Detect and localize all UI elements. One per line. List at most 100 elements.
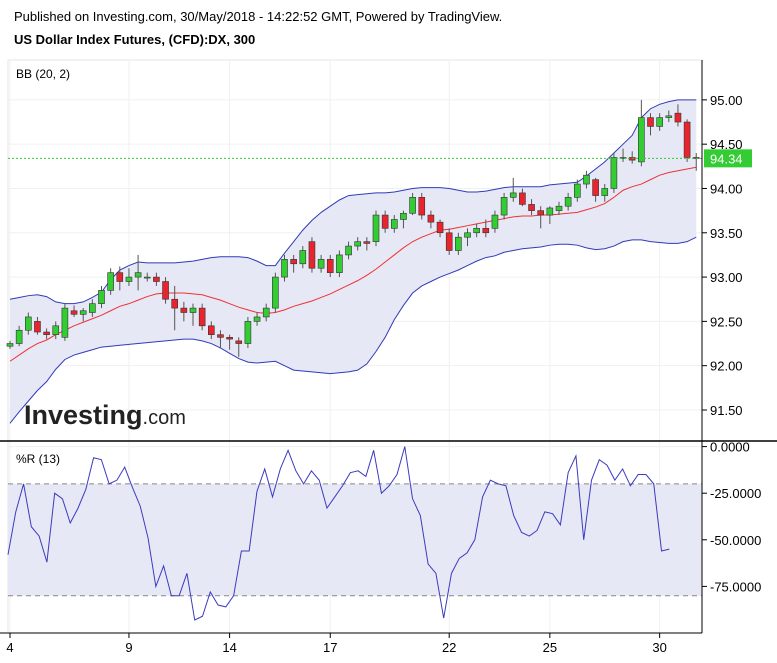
candle-body <box>308 241 316 269</box>
candle <box>171 285 178 331</box>
williams-r-range-zone <box>8 483 702 596</box>
candle-body <box>208 325 215 335</box>
candle-body <box>345 245 352 256</box>
candle <box>208 321 215 340</box>
candle <box>290 254 297 273</box>
published-caption: Published on Investing.com, 30/May/2018 … <box>14 9 503 24</box>
price-tick-label: 95.00 <box>710 93 743 108</box>
bollinger-basis-line <box>9 166 697 362</box>
candle <box>253 312 261 326</box>
candle <box>34 316 41 335</box>
candle <box>372 210 380 247</box>
candle <box>262 303 270 322</box>
candle-body <box>455 236 462 251</box>
candle <box>455 232 462 255</box>
candle-body <box>473 228 480 234</box>
candle-body <box>116 272 124 282</box>
candle-body <box>107 272 114 291</box>
candle-body <box>683 121 691 158</box>
price-tick-label: 92.50 <box>710 314 743 329</box>
candle-body <box>244 321 252 344</box>
candle-body <box>70 310 78 315</box>
candle-body <box>564 197 572 207</box>
candle <box>683 119 691 162</box>
candle-body <box>482 228 490 234</box>
candle <box>326 254 334 278</box>
candle <box>15 325 23 347</box>
price-tick-label: 91.50 <box>710 403 743 418</box>
bb-indicator-label: BB (20, 2) <box>16 67 70 81</box>
candle-body <box>537 210 545 216</box>
candle-body <box>217 334 224 338</box>
wr-indicator-label: %R (13) <box>16 452 60 466</box>
bollinger-band-area <box>10 99 697 424</box>
time-tick-label: 4 <box>6 640 13 655</box>
candle-body <box>674 112 682 123</box>
candle-body <box>464 232 471 238</box>
candle <box>509 177 517 202</box>
candle-body <box>665 115 673 118</box>
candle <box>638 99 645 167</box>
candle-body <box>235 340 243 344</box>
candle <box>162 277 169 304</box>
williams-r-line <box>7 446 670 621</box>
candle <box>52 321 60 340</box>
candle <box>134 254 142 291</box>
candle-body <box>390 219 398 229</box>
candle-body <box>436 221 444 234</box>
last-price-value: 94.34 <box>710 151 743 166</box>
candle <box>116 266 124 291</box>
candle <box>189 303 197 326</box>
candle <box>345 241 352 260</box>
candle-body <box>610 157 618 189</box>
candle <box>400 210 407 229</box>
candle-body <box>125 276 133 282</box>
candle <box>555 201 563 216</box>
candle-body <box>592 179 599 196</box>
candle-body <box>198 307 206 327</box>
candle <box>143 272 151 282</box>
oscillator-tick-label: -25.0000 <box>710 486 761 501</box>
candle-body <box>162 281 169 300</box>
candle-body <box>98 290 105 304</box>
candle-body <box>15 329 23 344</box>
candle-body <box>24 316 32 331</box>
time-tick-label: 25 <box>543 640 557 655</box>
candlestick-series <box>6 99 700 357</box>
candle-body <box>153 276 160 282</box>
candle <box>445 228 453 255</box>
candle <box>235 337 243 357</box>
candle-body <box>509 192 517 198</box>
candle <box>217 330 224 348</box>
candle <box>674 104 682 127</box>
candle-body <box>601 188 609 196</box>
candle <box>409 192 416 216</box>
candle-body <box>226 337 233 340</box>
candle-body <box>400 212 407 220</box>
candle <box>125 268 133 286</box>
candle-body <box>6 343 14 347</box>
candle-body <box>546 207 554 216</box>
bollinger-upper-line <box>9 99 697 305</box>
candle-body <box>555 205 563 211</box>
oscillator-tick-label: -50.0000 <box>710 533 761 548</box>
candle-body <box>418 197 426 216</box>
candle <box>6 340 14 349</box>
candle-body <box>427 214 435 223</box>
candle <box>546 206 554 224</box>
candle-body <box>647 117 654 127</box>
candle-body <box>89 303 96 313</box>
candle <box>281 254 288 282</box>
candle <box>583 170 590 189</box>
oscillator-tick-label: 0.0000 <box>710 440 750 455</box>
candle <box>180 301 188 322</box>
candle <box>601 184 609 202</box>
candle <box>317 254 325 273</box>
candle-body <box>372 214 380 242</box>
candle <box>244 316 252 348</box>
candle <box>500 192 508 220</box>
candle-body <box>363 241 371 244</box>
candle-body <box>189 307 197 313</box>
candle <box>79 308 87 322</box>
